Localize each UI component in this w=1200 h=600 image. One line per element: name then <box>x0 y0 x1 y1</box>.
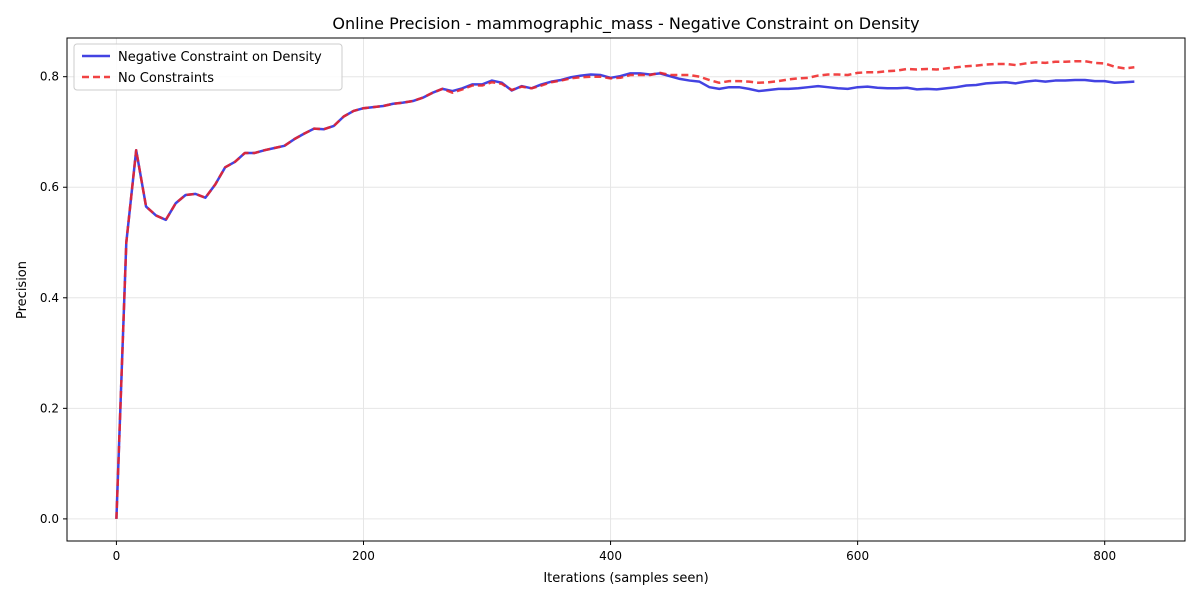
x-axis-label: Iterations (samples seen) <box>543 571 708 586</box>
series-line-negative-constraint <box>115 72 1135 519</box>
y-tick-label: 0.4 <box>40 291 59 305</box>
legend: Negative Constraint on Density No Constr… <box>73 43 343 91</box>
x-tick-label: 800 <box>1093 549 1116 563</box>
legend-label-negative-constraint: Negative Constraint on Density <box>118 50 322 65</box>
legend-box <box>73 43 343 91</box>
legend-label-no-constraints: No Constraints <box>118 71 214 86</box>
y-tick-label: 0.0 <box>40 512 59 526</box>
y-axis-label: Precision <box>15 261 30 319</box>
axis-ticks: 0 200 400 600 800 0.0 0.2 0.4 0.6 0.8 <box>40 70 1116 563</box>
y-tick-label: 0.6 <box>40 180 59 194</box>
x-tick-label: 0 <box>113 549 121 563</box>
y-tick-label: 0.8 <box>40 70 59 84</box>
x-tick-label: 200 <box>352 549 375 563</box>
plot-frame <box>66 37 1186 542</box>
series-lines <box>115 59 1135 519</box>
x-tick-label: 400 <box>599 549 622 563</box>
chart-title: Online Precision - mammographic_mass - N… <box>332 14 919 34</box>
gridlines <box>67 38 1185 541</box>
x-tick-label: 600 <box>846 549 869 563</box>
series-line-no-constraints <box>115 59 1135 519</box>
y-tick-label: 0.2 <box>40 401 59 415</box>
